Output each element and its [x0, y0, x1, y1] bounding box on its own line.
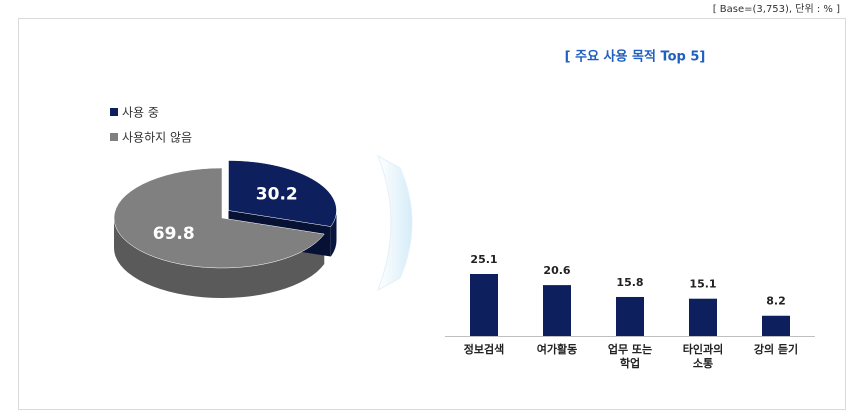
- base-note: [ Base=(3,753), 단위 : % ]: [713, 2, 840, 15]
- bar-value-label: 25.1: [470, 253, 497, 266]
- legend-label: 사용 중: [122, 106, 159, 120]
- pie-value-label: 30.2: [256, 184, 298, 204]
- x-tick-label: 업무 또는 학업: [608, 343, 652, 370]
- x-tick-label: 타인과의 소통: [683, 342, 723, 370]
- x-tick-label: 여가활동: [537, 342, 577, 356]
- frame: [18, 18, 846, 410]
- bar: [470, 274, 498, 336]
- arrow: [377, 154, 413, 292]
- legend-label: 사용하지 않음: [122, 131, 192, 145]
- bar: [762, 315, 790, 336]
- bar: [543, 285, 571, 336]
- pie-side: [114, 218, 325, 298]
- bar: [616, 296, 644, 336]
- chart-title: [ 주요 사용 목적 Top 5]: [565, 49, 706, 65]
- pie-slice: [113, 167, 325, 269]
- x-tick-label: 강의 듣기: [754, 342, 798, 356]
- x-tick-label: 정보검색: [464, 342, 504, 356]
- bar-value-label: 15.1: [689, 278, 716, 291]
- bar-value-label: 20.6: [543, 264, 570, 277]
- bar-value-label: 8.2: [766, 295, 786, 308]
- pie-value-label: 69.8: [153, 224, 195, 244]
- legend-swatch: [110, 133, 118, 141]
- bar: [689, 298, 717, 336]
- bar-value-label: 15.8: [616, 276, 643, 289]
- pie-slice: [228, 160, 337, 227]
- pie-side: [330, 210, 337, 257]
- legend-swatch: [110, 108, 118, 116]
